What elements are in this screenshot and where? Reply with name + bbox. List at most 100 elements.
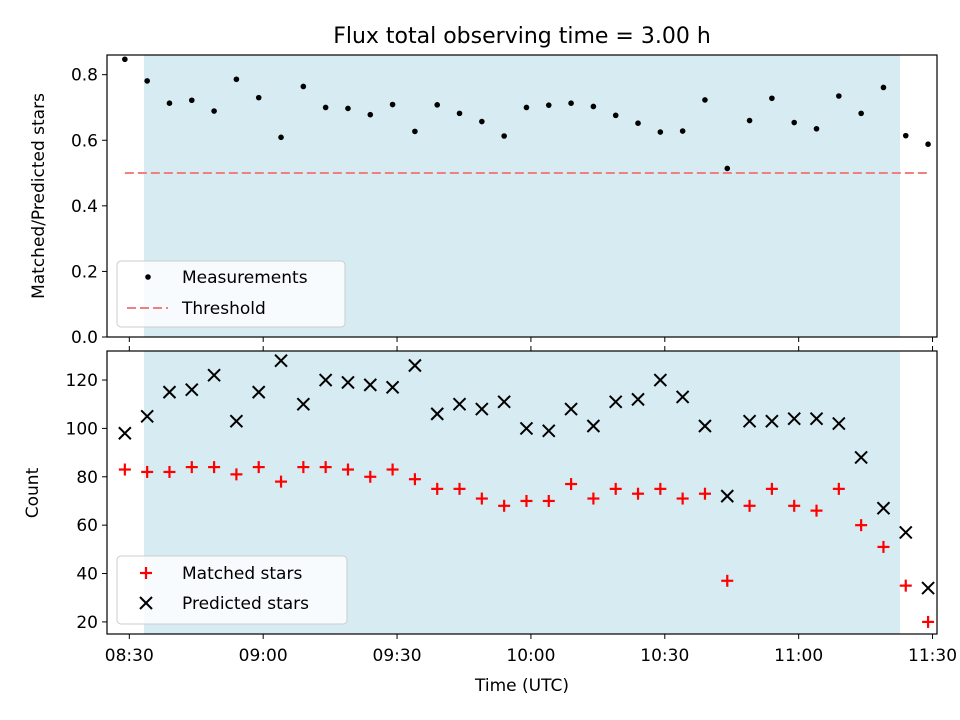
predicted-star-point bbox=[140, 409, 154, 424]
x-axis-label: Time (UTC) bbox=[474, 676, 569, 696]
legend-threshold-label: Threshold bbox=[181, 299, 266, 319]
measurement-point bbox=[166, 100, 173, 107]
matched-star-point bbox=[252, 461, 265, 474]
predicted-star-point bbox=[430, 407, 444, 421]
legend-matched-label: Matched stars bbox=[182, 564, 302, 584]
predicted-star-point bbox=[408, 358, 422, 373]
predicted-star-point bbox=[274, 353, 288, 368]
predicted-star-point bbox=[497, 395, 511, 409]
predicted-star-point bbox=[742, 414, 757, 428]
measurement-point bbox=[389, 101, 396, 108]
matched-star-point bbox=[341, 463, 354, 476]
predicted-star-point bbox=[564, 402, 578, 416]
matched-star-point bbox=[632, 487, 645, 500]
legend-box bbox=[116, 555, 348, 625]
measurement-point bbox=[657, 129, 664, 135]
y-tick-label: 40 bbox=[76, 565, 98, 585]
matched-star-point bbox=[408, 473, 421, 486]
predicted-star-point bbox=[542, 424, 556, 438]
y-tick-label: 20 bbox=[76, 613, 98, 633]
axes-frame-bottom bbox=[106, 350, 938, 635]
measurement-point bbox=[255, 94, 262, 101]
predicted-star-point bbox=[832, 416, 846, 431]
predicted-star-point bbox=[185, 382, 199, 397]
x-tick-label: 08:30 bbox=[105, 646, 154, 666]
predicted-star-point bbox=[586, 419, 601, 433]
measurement-point bbox=[278, 134, 284, 141]
y-tick-label: 60 bbox=[76, 516, 98, 536]
measurement-point bbox=[211, 108, 217, 114]
legend-bottom: Matched stars Predicted stars bbox=[116, 555, 348, 625]
predicted-star-point bbox=[363, 378, 377, 392]
measurement-points bbox=[122, 56, 931, 172]
predicted-star-point bbox=[854, 450, 868, 465]
legend-measurements-marker bbox=[145, 274, 151, 280]
measurement-point bbox=[590, 103, 597, 110]
measurement-point bbox=[501, 133, 507, 139]
measurement-point bbox=[902, 132, 909, 139]
matched-star-point bbox=[498, 499, 511, 512]
x-tick-label: 11:00 bbox=[774, 646, 823, 666]
matched-star-point bbox=[475, 492, 488, 505]
matched-star-point bbox=[141, 465, 154, 478]
count-panel: 20 40 60 80 100 120 08:30 09:00 09:30 10:00 10:30… bbox=[23, 346, 957, 696]
matched-star-point bbox=[654, 482, 667, 495]
measurement-point bbox=[345, 105, 351, 112]
y-tick-label: 0.8 bbox=[71, 66, 98, 86]
matched-star-point bbox=[319, 461, 332, 474]
predicted-star-point bbox=[921, 581, 935, 595]
matched-star-point bbox=[520, 494, 533, 507]
predicted-star-point bbox=[252, 385, 266, 399]
predicted-star-point bbox=[118, 426, 132, 440]
predicted-star-point bbox=[653, 373, 668, 387]
measurement-point bbox=[144, 78, 150, 84]
predicted-star-point bbox=[229, 414, 244, 428]
measurement-point bbox=[858, 110, 864, 117]
measurement-point bbox=[322, 104, 329, 111]
measurement-point bbox=[233, 76, 240, 83]
matched-star-point bbox=[698, 487, 711, 500]
measurement-point bbox=[300, 83, 307, 90]
ratio-panel: Flux total observing time = 3.00 h 0.00.… bbox=[29, 24, 938, 348]
predicted-star-point bbox=[876, 501, 891, 515]
predicted-star-point bbox=[809, 412, 824, 426]
measurement-point bbox=[545, 102, 552, 108]
y-axis-label-top: Matched/Predicted stars bbox=[29, 93, 49, 299]
y-tick-label: 120 bbox=[66, 371, 98, 391]
predicted-star-point bbox=[609, 395, 623, 409]
measurement-point bbox=[836, 93, 842, 99]
measurement-point bbox=[479, 118, 485, 125]
predicted-star-point bbox=[631, 392, 645, 407]
x-tick-label: 09:30 bbox=[373, 646, 422, 666]
predicted-star-point bbox=[698, 419, 712, 433]
predicted-star-point bbox=[385, 380, 400, 394]
y-tick-label: 100 bbox=[66, 419, 98, 439]
legend-top: Measurements Threshold bbox=[116, 260, 346, 328]
y-tick-label: 0.2 bbox=[71, 262, 98, 282]
x-tick-label: 11:30 bbox=[908, 646, 957, 666]
measurement-point bbox=[769, 95, 775, 102]
measurement-point bbox=[122, 56, 128, 63]
measurement-point bbox=[925, 141, 931, 147]
measurement-point bbox=[188, 97, 195, 104]
measurement-point bbox=[568, 100, 574, 107]
predicted-star-point bbox=[162, 385, 177, 399]
measurement-point bbox=[635, 120, 641, 127]
measurement-point bbox=[612, 112, 619, 119]
measurement-point bbox=[702, 97, 708, 103]
predicted-star-point bbox=[475, 402, 489, 416]
predicted-star-point bbox=[296, 397, 311, 411]
predicted-star-point bbox=[765, 414, 779, 428]
matched-star-point bbox=[765, 482, 778, 495]
legend-predicted-marker bbox=[139, 596, 153, 610]
y-tick-label: 80 bbox=[76, 468, 98, 488]
x-axis-bottom: 08:30 09:00 09:30 10:00 10:30 11:00 11:30 bbox=[105, 346, 957, 666]
matched-star-point bbox=[453, 482, 466, 495]
x-tick-label: 09:00 bbox=[239, 646, 288, 666]
y-axis-label-bottom: Count bbox=[23, 467, 43, 518]
legend-matched-marker bbox=[140, 567, 152, 579]
matched-star-point bbox=[587, 492, 600, 505]
measurement-point bbox=[679, 128, 686, 134]
predicted-star-point bbox=[452, 397, 467, 411]
